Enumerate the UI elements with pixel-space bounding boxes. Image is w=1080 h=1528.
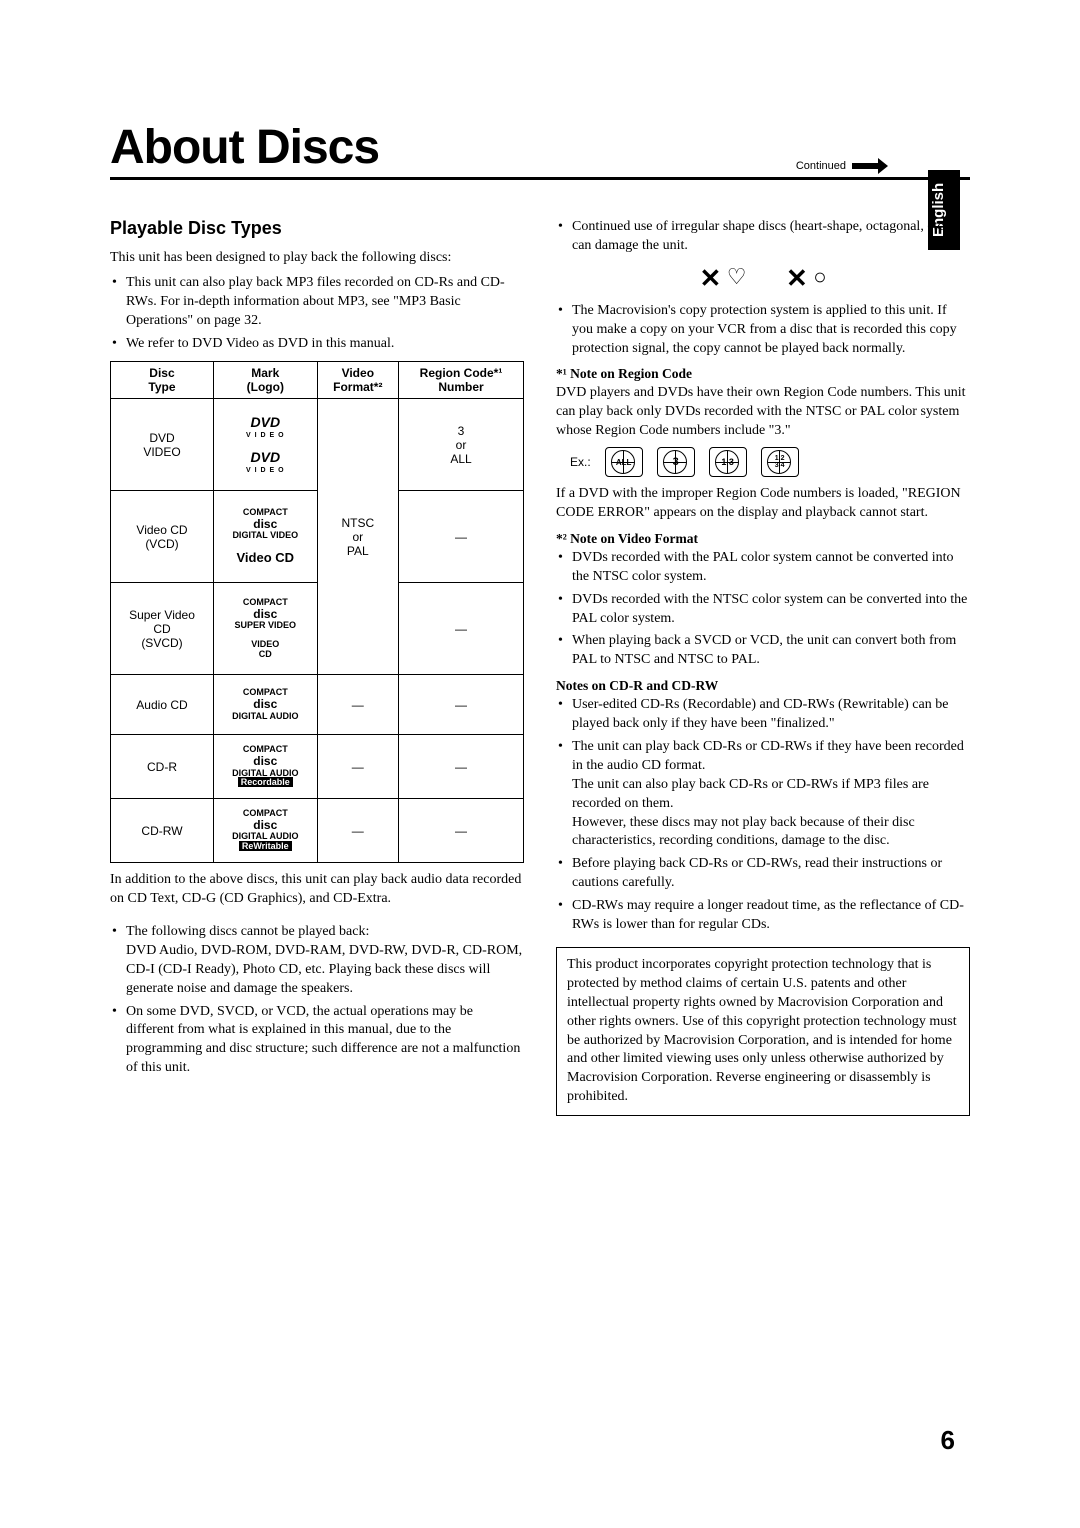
cell-format: — bbox=[317, 735, 398, 799]
cell-region: — bbox=[399, 799, 524, 863]
disc-table: DiscType Mark(Logo) VideoFormat*² Region… bbox=[110, 361, 524, 863]
list-item: DVDs recorded with the NTSC color system… bbox=[556, 591, 970, 629]
intro-text: This unit has been designed to play back… bbox=[110, 249, 524, 268]
th-region-code: Region Code*¹Number bbox=[399, 362, 524, 399]
region-badge: 1 2 3 4 bbox=[761, 447, 799, 477]
list-item: Before playing back CD-Rs or CD-RWs, rea… bbox=[556, 855, 970, 893]
right-column: Continued use of irregular shape discs (… bbox=[556, 218, 970, 1116]
note-region-title: *¹ Note on Region Code bbox=[556, 366, 970, 382]
after-table-text: In addition to the above discs, this uni… bbox=[110, 871, 524, 909]
ex-label: Ex.: bbox=[570, 455, 591, 469]
arrow-icon bbox=[852, 163, 880, 169]
cell-format: — bbox=[317, 799, 398, 863]
cell-region: — bbox=[399, 675, 524, 735]
list-item: On some DVD, SVCD, or VCD, the actual op… bbox=[110, 1003, 524, 1079]
table-row: Super Video CD (SVCD) COMPACTdiscSUPER V… bbox=[111, 583, 524, 675]
video-format-bullets: DVDs recorded with the PAL color system … bbox=[556, 549, 970, 670]
copyright-notice: This product incorporates copyright prot… bbox=[556, 947, 970, 1116]
table-header-row: DiscType Mark(Logo) VideoFormat*² Region… bbox=[111, 362, 524, 399]
list-item: The unit can play back CD-Rs or CD-RWs i… bbox=[556, 738, 970, 851]
title-rule bbox=[110, 177, 970, 180]
cell-format: NTSC or PAL bbox=[317, 399, 398, 675]
page-number: 6 bbox=[941, 1425, 955, 1456]
list-item: When playing back a SVCD or VCD, the uni… bbox=[556, 632, 970, 670]
heart-disc-icon: ✕ ♡ bbox=[699, 264, 746, 294]
cell-region: — bbox=[399, 491, 524, 583]
table-row: Audio CD COMPACTdiscDIGITAL AUDIO — — bbox=[111, 675, 524, 735]
irregular-disc-icons: ✕ ♡ ✕ ○ bbox=[556, 264, 970, 294]
cell-type: Video CD (VCD) bbox=[111, 491, 214, 583]
cell-logo: COMPACTdiscDIGITAL AUDIOReWritable bbox=[213, 799, 317, 863]
cell-logo: COMPACTdiscDIGITAL AUDIORecordable bbox=[213, 735, 317, 799]
cell-format: — bbox=[317, 675, 398, 735]
note-cd-title: Notes on CD-R and CD-RW bbox=[556, 678, 970, 694]
table-row: DVD VIDEO DVDV I D E ODVDV I D E O NTSC … bbox=[111, 399, 524, 491]
table-row: CD-RW COMPACTdiscDIGITAL AUDIOReWritable… bbox=[111, 799, 524, 863]
th-video-format: VideoFormat*² bbox=[317, 362, 398, 399]
th-mark-logo: Mark(Logo) bbox=[213, 362, 317, 399]
cell-logo: DVDV I D E ODVDV I D E O bbox=[213, 399, 317, 491]
cd-notes-bullets: User-edited CD-Rs (Recordable) and CD-RW… bbox=[556, 696, 970, 935]
table-row: Video CD (VCD) COMPACTdiscDIGITAL VIDEOV… bbox=[111, 491, 524, 583]
right-top-bullets: Continued use of irregular shape discs (… bbox=[556, 218, 970, 256]
cell-type: DVD VIDEO bbox=[111, 399, 214, 491]
bottom-bullets: The following discs cannot be played bac… bbox=[110, 923, 524, 1078]
note-region-body: DVD players and DVDs have their own Regi… bbox=[556, 384, 970, 441]
region-code-examples: Ex.: ALL 3 1 3 1 2 3 4 bbox=[570, 447, 970, 477]
cell-type: CD-R bbox=[111, 735, 214, 799]
region-badge: 3 bbox=[657, 447, 695, 477]
octagon-disc-icon: ✕ ○ bbox=[786, 264, 827, 294]
list-item: This unit can also play back MP3 files r… bbox=[110, 274, 524, 331]
cell-type: CD-RW bbox=[111, 799, 214, 863]
cell-logo: COMPACTdiscDIGITAL AUDIO bbox=[213, 675, 317, 735]
left-column: Playable Disc Types This unit has been d… bbox=[110, 218, 524, 1116]
top-bullets: This unit can also play back MP3 files r… bbox=[110, 274, 524, 354]
list-item: DVDs recorded with the PAL color system … bbox=[556, 549, 970, 587]
table-row: CD-R COMPACTdiscDIGITAL AUDIORecordable … bbox=[111, 735, 524, 799]
cell-type: Audio CD bbox=[111, 675, 214, 735]
list-item: We refer to DVD Video as DVD in this man… bbox=[110, 335, 524, 354]
cell-type: Super Video CD (SVCD) bbox=[111, 583, 214, 675]
cell-logo: COMPACTdiscSUPER VIDEOVIDEOCD bbox=[213, 583, 317, 675]
note-region-after: If a DVD with the improper Region Code n… bbox=[556, 485, 970, 523]
columns: Playable Disc Types This unit has been d… bbox=[110, 218, 970, 1116]
region-badge: ALL bbox=[605, 447, 643, 477]
cell-region: 3 or ALL bbox=[399, 399, 524, 491]
region-badge: 1 3 bbox=[709, 447, 747, 477]
continued-label: Continued bbox=[796, 160, 880, 172]
list-item: Continued use of irregular shape discs (… bbox=[556, 218, 970, 256]
cell-logo: COMPACTdiscDIGITAL VIDEOVideo CD bbox=[213, 491, 317, 583]
note-video-title: *² Note on Video Format bbox=[556, 531, 970, 547]
list-item: The Macrovision's copy protection system… bbox=[556, 302, 970, 359]
th-disc-type: DiscType bbox=[111, 362, 214, 399]
section-heading: Playable Disc Types bbox=[110, 218, 524, 239]
list-item: The following discs cannot be played bac… bbox=[110, 923, 524, 999]
list-item: User-edited CD-Rs (Recordable) and CD-RW… bbox=[556, 696, 970, 734]
right-top-bullets-2: The Macrovision's copy protection system… bbox=[556, 302, 970, 359]
continued-text: Continued bbox=[796, 160, 846, 172]
cell-region: — bbox=[399, 583, 524, 675]
cell-region: — bbox=[399, 735, 524, 799]
list-item: CD-RWs may require a longer readout time… bbox=[556, 897, 970, 935]
